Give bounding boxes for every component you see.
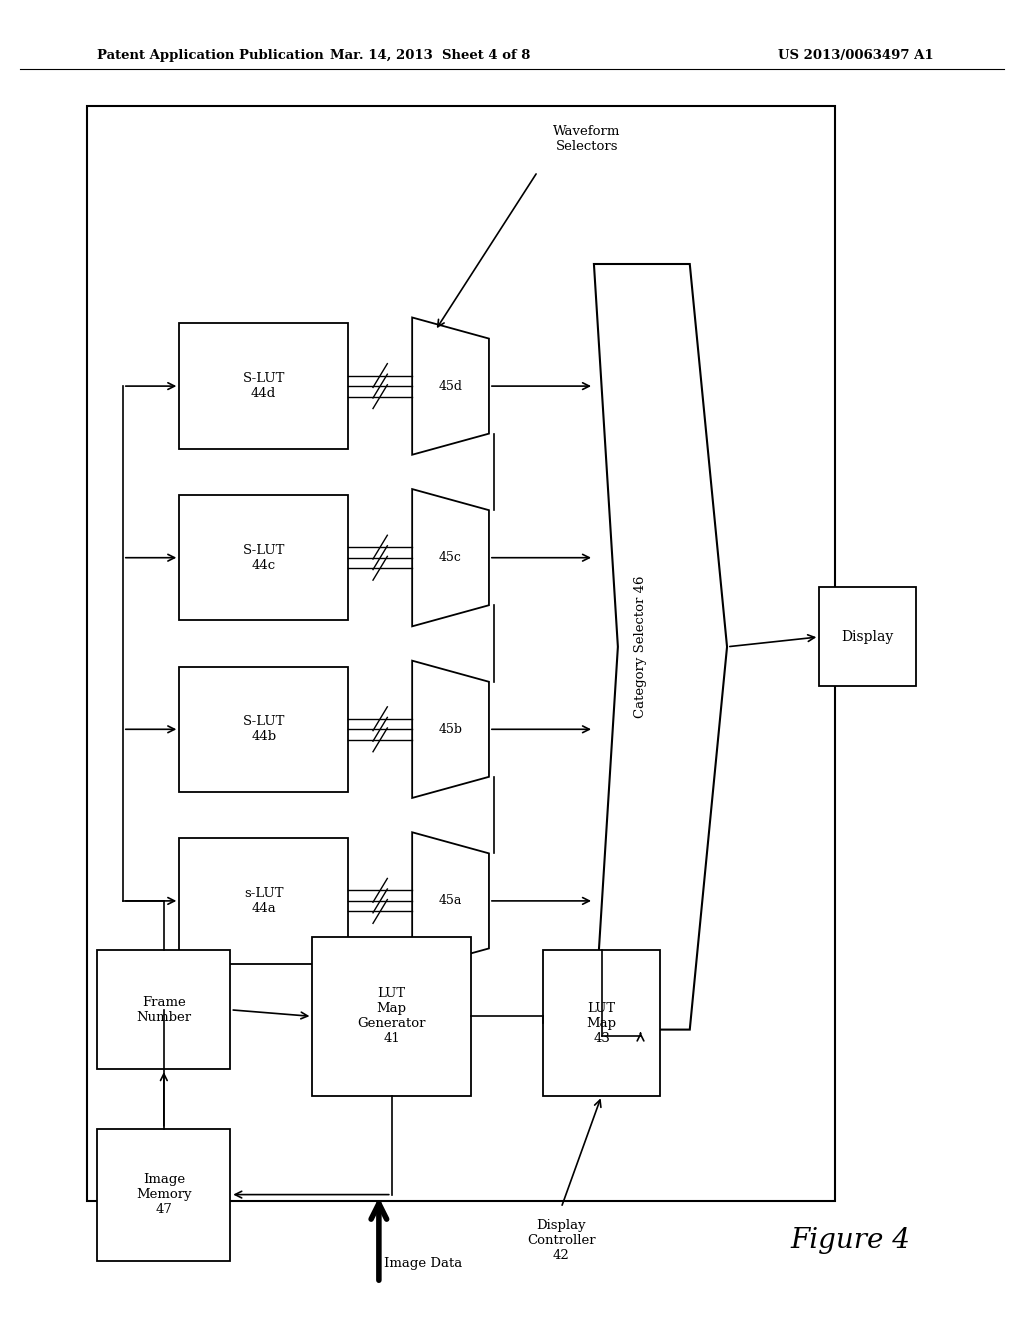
Bar <box>179 838 348 964</box>
Text: 45b: 45b <box>438 723 463 735</box>
Polygon shape <box>412 833 489 969</box>
Text: Image Data: Image Data <box>384 1257 462 1270</box>
Bar <box>97 1129 230 1261</box>
Text: S-LUT
44c: S-LUT 44c <box>243 544 285 572</box>
Text: 45a: 45a <box>439 895 462 907</box>
Text: LUT
Map
43: LUT Map 43 <box>587 1002 616 1044</box>
Text: Patent Application Publication: Patent Application Publication <box>97 49 324 62</box>
Bar <box>819 587 916 686</box>
Text: Mar. 14, 2013  Sheet 4 of 8: Mar. 14, 2013 Sheet 4 of 8 <box>330 49 530 62</box>
Text: S-LUT
44d: S-LUT 44d <box>243 372 285 400</box>
Text: Waveform
Selectors: Waveform Selectors <box>553 124 621 153</box>
Text: Display
Controller
42: Display Controller 42 <box>526 1220 596 1262</box>
Text: 45c: 45c <box>439 552 462 564</box>
Bar <box>179 495 348 620</box>
Text: Image
Memory
47: Image Memory 47 <box>136 1173 191 1216</box>
Polygon shape <box>412 317 489 454</box>
Text: Category Selector 46: Category Selector 46 <box>634 576 647 718</box>
Bar <box>97 950 230 1069</box>
Text: Frame
Number: Frame Number <box>136 995 191 1024</box>
Bar <box>312 937 471 1096</box>
Text: LUT
Map
Generator
41: LUT Map Generator 41 <box>357 987 426 1045</box>
Bar <box>179 323 348 449</box>
Text: 45d: 45d <box>438 380 463 392</box>
Text: US 2013/0063497 A1: US 2013/0063497 A1 <box>778 49 934 62</box>
Polygon shape <box>412 660 489 797</box>
Bar <box>87 106 835 1201</box>
Text: Figure 4: Figure 4 <box>790 1228 910 1254</box>
Polygon shape <box>412 488 489 627</box>
Polygon shape <box>594 264 727 1030</box>
Bar <box>543 950 660 1096</box>
Bar <box>179 667 348 792</box>
Text: s-LUT
44a: s-LUT 44a <box>244 887 284 915</box>
Text: Display: Display <box>842 630 894 644</box>
Text: S-LUT
44b: S-LUT 44b <box>243 715 285 743</box>
